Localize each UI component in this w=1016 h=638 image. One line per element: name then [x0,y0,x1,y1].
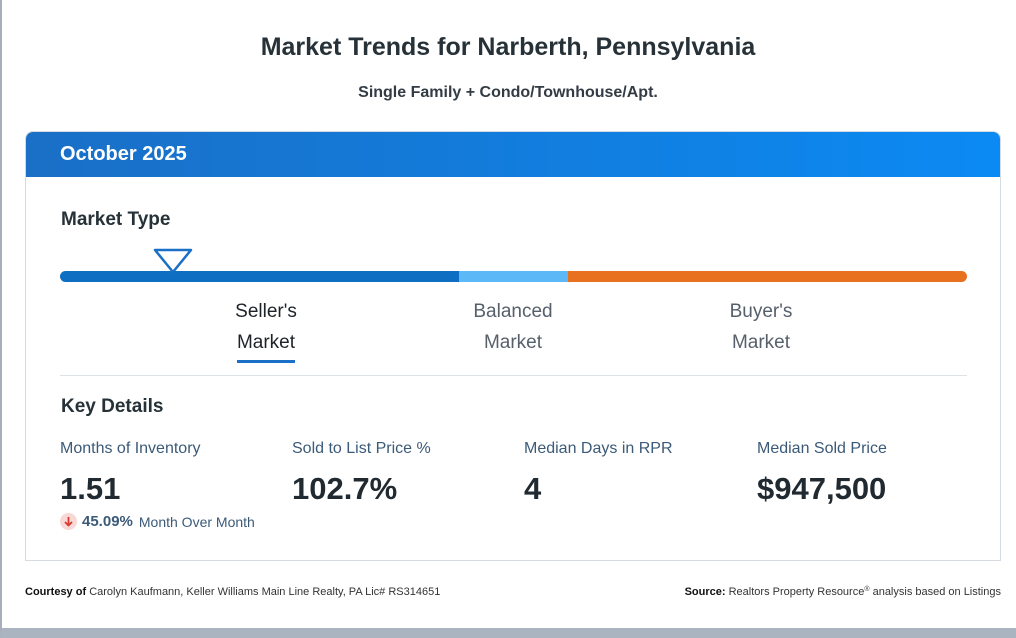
source-text: Realtors Property Resource [728,586,865,598]
stat-label: Median Sold Price [757,440,887,457]
page-subtitle: Single Family + Condo/Townhouse/Apt. [358,84,658,101]
balanced-segment [459,271,568,282]
market-type-heading: Market Type [61,209,171,230]
stat-median-sold-price: Median Sold Price $947,500 [757,440,887,507]
courtesy-note: Courtesy of Carolyn Kaufmann, Keller Wil… [25,586,440,598]
market-indicator-icon [153,248,193,274]
stat-value: 102.7% [292,471,398,506]
change-percent: 45.09% [82,513,133,530]
source-label: Source: [684,586,726,598]
source-text-tail: analysis based on Listings [872,586,1001,598]
stat-sold-to-list: Sold to List Price % 102.7% [292,440,431,507]
stat-label: Median Days in RPR [524,440,673,457]
change-caption: Month Over Month [138,513,255,530]
stat-value: 4 [524,471,542,506]
market-type-bar [60,271,967,282]
section-divider [60,375,967,376]
inventory-change: 45.09% Month Over Month [60,513,255,530]
buyers-market-label: Buyer's Market [729,301,793,353]
seller-segment [60,271,460,282]
period-header: October 2025 [26,132,1000,177]
sellers-market-label: Seller's Market [186,296,346,363]
source-note: Source: Realtors Property Resource® anal… [685,586,1001,598]
stat-median-days: Median Days in RPR 4 [524,440,673,507]
stat-label: Sold to List Price % [292,440,431,457]
balanced-market-label: Balanced Market [473,301,553,353]
stat-months-of-inventory: Months of Inventory 1.51 [60,440,201,507]
registered-mark: ® [864,586,870,593]
stat-value: $947,500 [757,471,887,506]
key-details-heading: Key Details [61,396,164,417]
courtesy-label: Courtesy of [25,586,87,598]
market-trends-card: October 2025 Market Type Seller's Market… [25,131,1001,561]
stat-value: 1.51 [60,471,121,506]
courtesy-text: Carolyn Kaufmann, Keller Williams Main L… [89,586,441,598]
stat-label: Months of Inventory [60,440,201,457]
buyer-segment [567,271,967,282]
arrow-down-icon [60,513,77,530]
page-title: Market Trends for Narberth, Pennsylvania [260,33,756,61]
